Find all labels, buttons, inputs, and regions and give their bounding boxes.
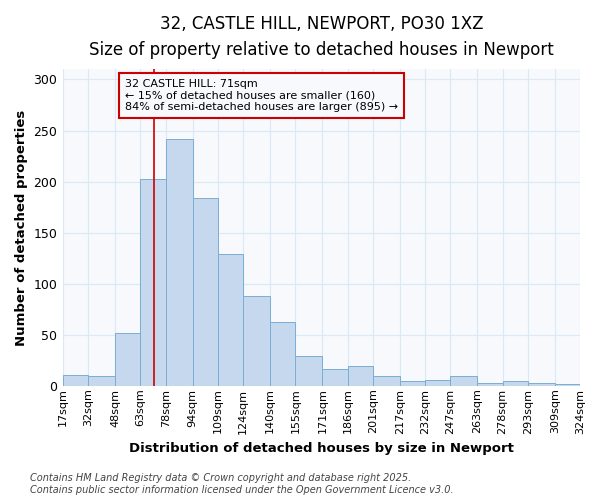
Bar xyxy=(295,356,322,386)
Bar xyxy=(140,178,166,386)
Bar xyxy=(218,254,243,386)
Bar xyxy=(270,322,295,386)
Bar xyxy=(451,376,477,386)
Title: 32, CASTLE HILL, NEWPORT, PO30 1XZ
Size of property relative to detached houses : 32, CASTLE HILL, NEWPORT, PO30 1XZ Size … xyxy=(89,15,554,60)
Bar xyxy=(166,138,193,386)
Bar xyxy=(528,382,555,386)
Bar xyxy=(347,366,373,386)
Bar xyxy=(400,380,425,386)
Bar xyxy=(193,198,218,386)
Bar xyxy=(425,380,451,386)
Text: Contains HM Land Registry data © Crown copyright and database right 2025.
Contai: Contains HM Land Registry data © Crown c… xyxy=(30,474,454,495)
Bar xyxy=(555,384,580,386)
Bar xyxy=(63,374,88,386)
Bar xyxy=(322,370,347,386)
Bar xyxy=(88,376,115,386)
Bar xyxy=(477,382,503,386)
Y-axis label: Number of detached properties: Number of detached properties xyxy=(15,110,28,346)
Bar xyxy=(503,380,528,386)
Bar xyxy=(243,296,270,386)
Bar xyxy=(373,376,400,386)
Text: 32 CASTLE HILL: 71sqm
← 15% of detached houses are smaller (160)
84% of semi-det: 32 CASTLE HILL: 71sqm ← 15% of detached … xyxy=(125,79,398,112)
Bar xyxy=(115,332,140,386)
X-axis label: Distribution of detached houses by size in Newport: Distribution of detached houses by size … xyxy=(129,442,514,455)
